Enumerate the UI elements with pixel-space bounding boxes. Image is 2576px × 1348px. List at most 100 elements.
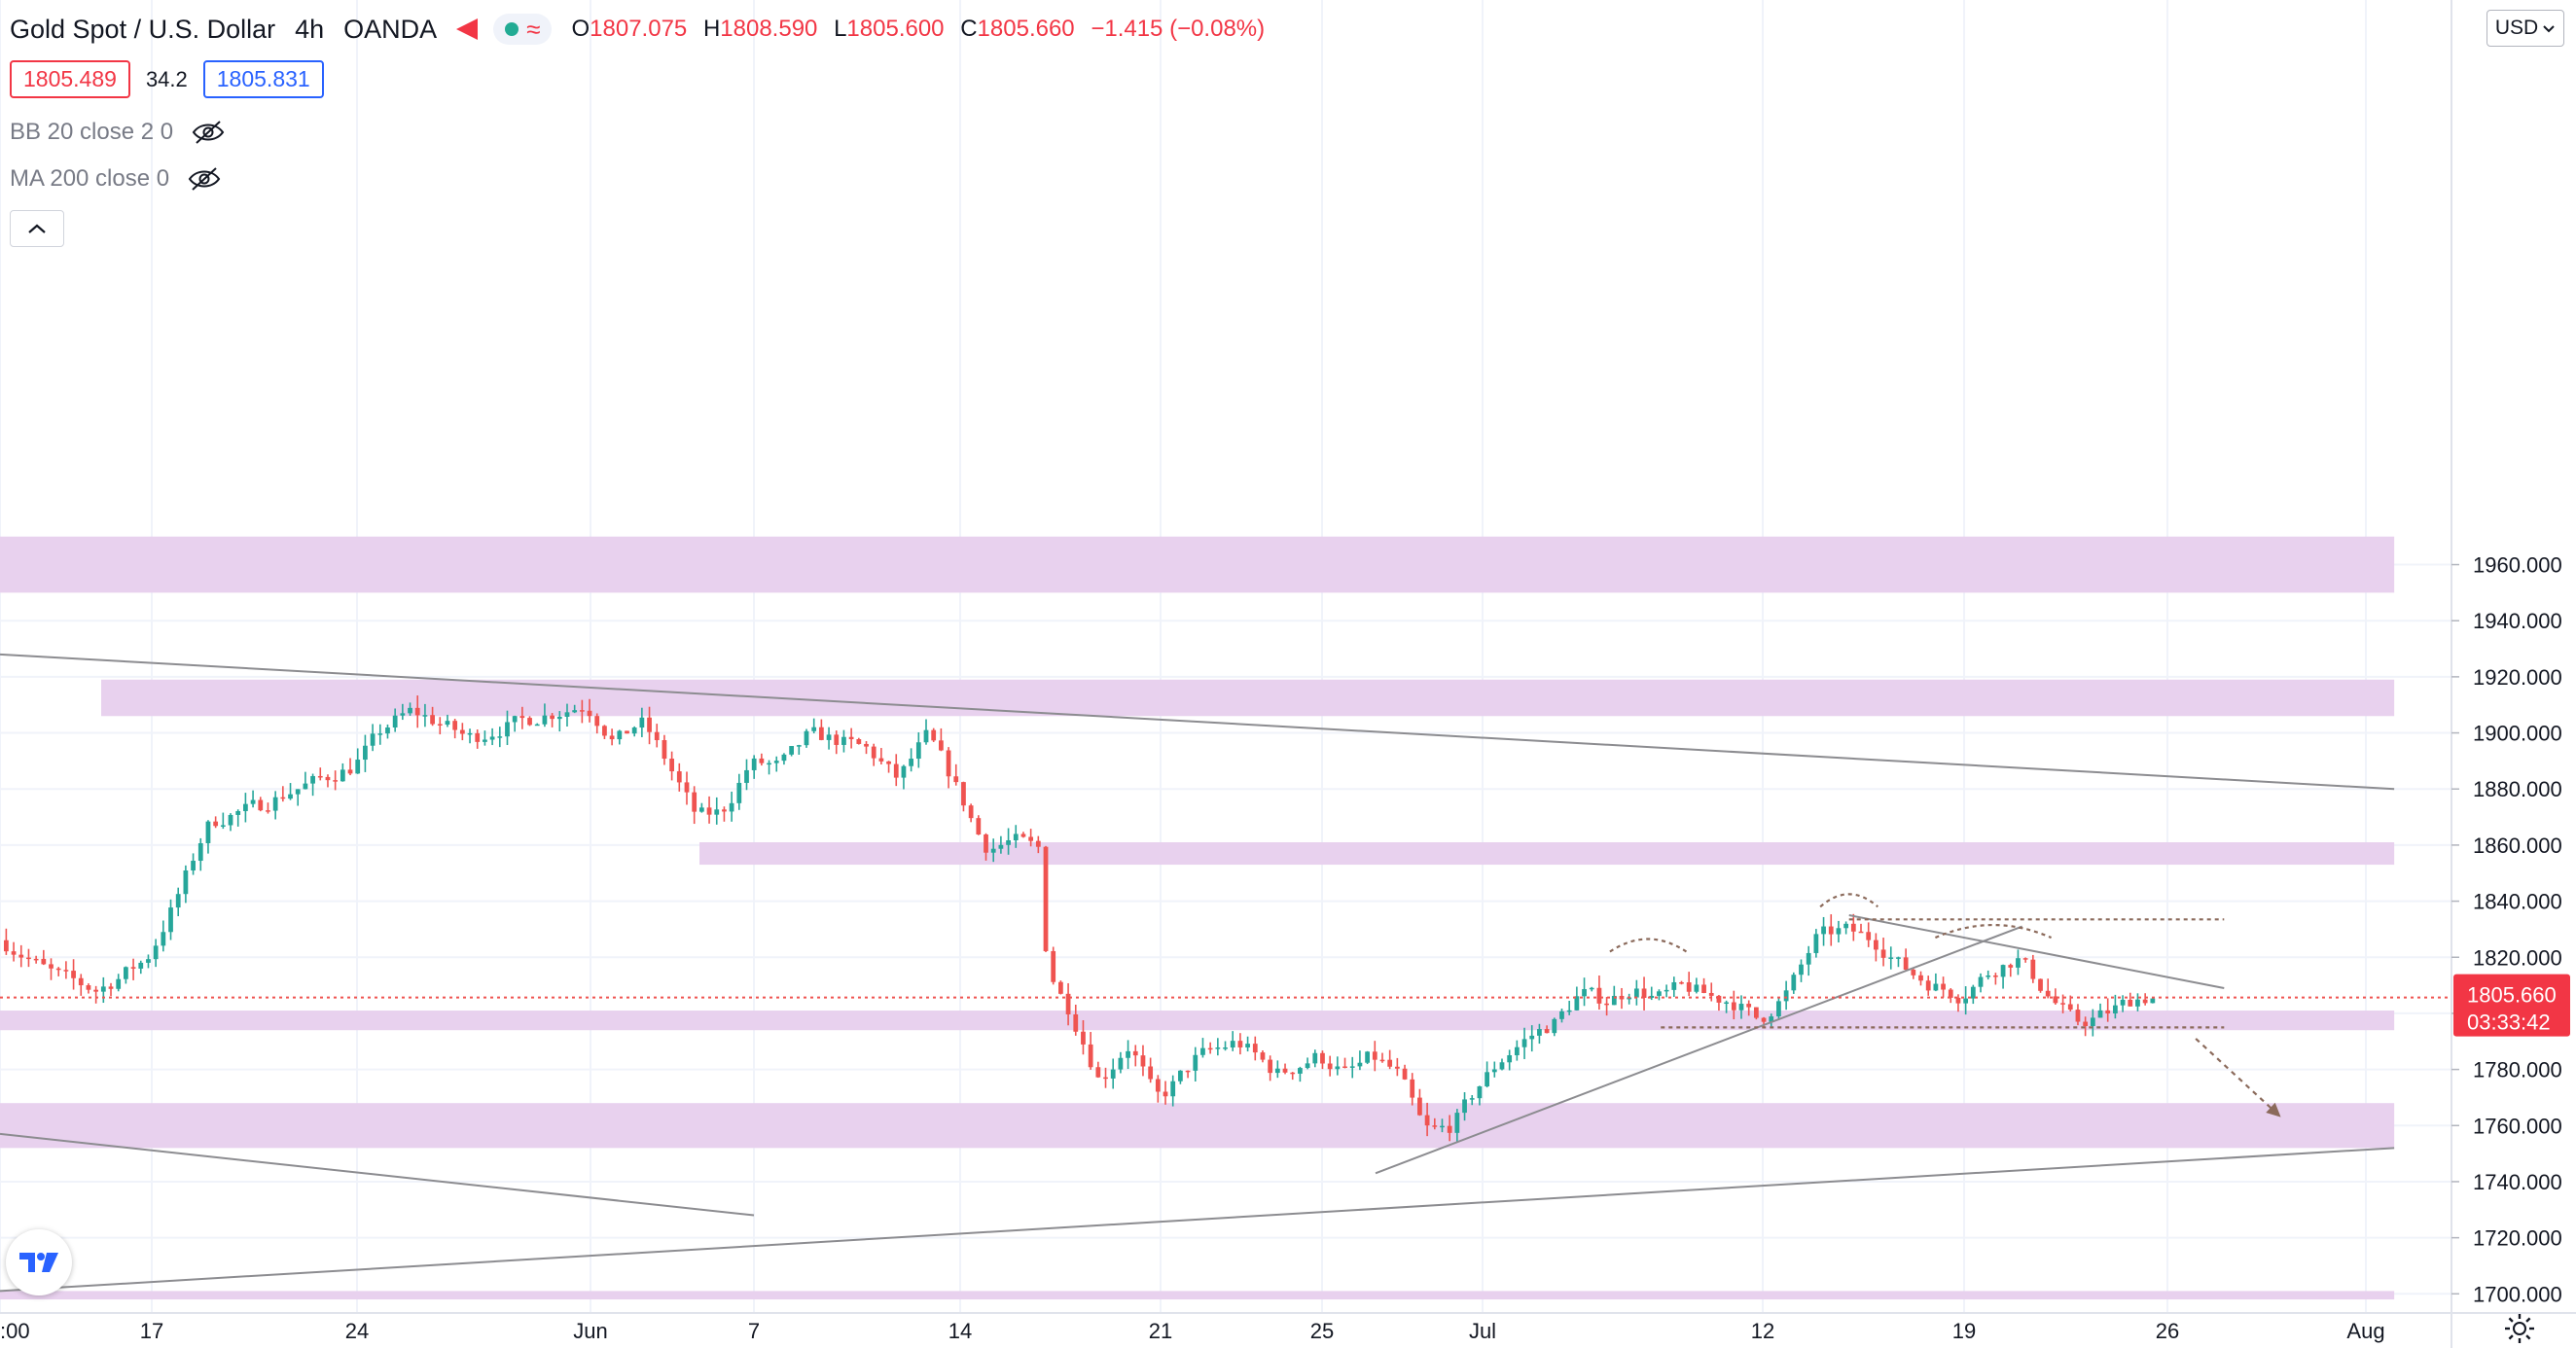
candle-body [1110, 1069, 1116, 1079]
zone-rect [101, 679, 2395, 717]
spread-value: 34.2 [145, 66, 188, 91]
candle-body [1925, 980, 1931, 991]
candle-body [272, 797, 278, 811]
candle-body [662, 740, 667, 760]
candle-body [1260, 1052, 1266, 1060]
indicator-ma[interactable]: MA 200 close 0 [10, 165, 222, 193]
y-tick-label: 1720.000 [2473, 1226, 2562, 1251]
buy-price-button[interactable]: 1805.831 [202, 60, 324, 98]
candle-body [370, 733, 376, 746]
candle-body [722, 809, 727, 812]
candle-body [497, 736, 503, 738]
candle-body [392, 715, 398, 727]
candle-body [654, 731, 660, 741]
sell-price-button[interactable]: 1805.489 [10, 60, 130, 98]
candle-body [266, 810, 270, 812]
candle-body [197, 842, 203, 862]
candle-body [288, 794, 293, 799]
symbol-name[interactable]: Gold Spot / U.S. Dollar [10, 14, 276, 44]
candle-body [781, 754, 787, 762]
candle-body [116, 978, 122, 989]
candle-body [1103, 1077, 1108, 1080]
flag-icon[interactable] [456, 18, 479, 40]
change-value: −1.415 (−0.08%) [1091, 16, 1266, 42]
y-tick-label: 1840.000 [2473, 890, 2562, 914]
candle-body [1611, 995, 1617, 1006]
eye-off-icon[interactable] [187, 166, 222, 192]
candle-body [676, 771, 682, 783]
candle-body [1933, 983, 1939, 991]
candle-body [1081, 1031, 1086, 1045]
chart-settings-button[interactable] [2500, 1309, 2539, 1348]
support-resistance-zones [0, 536, 2395, 1300]
candle-body [63, 970, 69, 972]
currency-button[interactable]: USD [2487, 10, 2564, 47]
candle-body [1649, 995, 1655, 999]
candle-body [1148, 1066, 1154, 1080]
candle-body [773, 761, 779, 763]
candle-body [1821, 926, 1826, 935]
candle-body [1986, 975, 1991, 977]
price-axis-bg [2451, 0, 2576, 1348]
candle-body [1888, 957, 1894, 959]
candle-body [579, 710, 585, 712]
candle-body [41, 958, 47, 965]
candle-body [467, 732, 473, 735]
candle-body [1671, 981, 1677, 990]
candle-body [1185, 1070, 1191, 1073]
candle-body [1095, 1067, 1101, 1078]
trendline [1375, 925, 2023, 1175]
candle-body [1761, 1017, 1767, 1022]
candle-body [71, 971, 76, 978]
candle-body [295, 789, 301, 795]
candle-body [489, 736, 495, 740]
eye-off-icon[interactable] [191, 120, 226, 145]
candle-body [1963, 998, 1969, 1004]
candle-body [100, 986, 106, 992]
market-status[interactable]: ≈ [493, 14, 553, 45]
wave-icon: ≈ [526, 15, 541, 44]
candle-body [512, 716, 518, 723]
projection-arrowhead [2266, 1102, 2281, 1117]
candle-body [1485, 1072, 1489, 1086]
candle-body [1477, 1085, 1483, 1099]
candle-body [1776, 1001, 1781, 1017]
open-value: 1807.075 [590, 16, 688, 42]
candle-body [692, 792, 698, 812]
candle-body [856, 739, 862, 744]
candle-body [751, 758, 757, 770]
candle-body [1589, 987, 1594, 990]
indicator-bb[interactable]: BB 20 close 2 0 [10, 119, 226, 146]
candles [4, 695, 2156, 1143]
candle-body [1873, 940, 1878, 950]
collapse-legend-button[interactable] [10, 210, 64, 247]
tradingview-logo[interactable] [6, 1229, 72, 1295]
symbol-legend[interactable]: Gold Spot / U.S. Dollar 4h OANDA ≈ O1807… [10, 10, 1265, 49]
candle-body [183, 869, 189, 895]
candle-body [33, 958, 39, 961]
time-axis[interactable]: :00 17 24 Jun 7 14 21 25 Jul 12 19 26 Aug [0, 1312, 2576, 1343]
price-axis[interactable]: 1960.000 1940.000 1920.000 1900.000 1880.000… [2451, 0, 2576, 1348]
candle-body [2008, 965, 2014, 968]
candle-body [631, 727, 637, 734]
candle-body [1836, 928, 1842, 935]
candle-body [542, 715, 548, 725]
y-tick-label: 1920.000 [2473, 665, 2562, 690]
candle-body [1349, 1066, 1355, 1068]
candle-body [1633, 988, 1639, 998]
candle-body [1469, 1098, 1475, 1100]
candle-body [1993, 975, 1998, 977]
candle-body [168, 907, 173, 933]
candle-body [2060, 1003, 2065, 1005]
candle-body [1088, 1044, 1093, 1068]
candle-body [2135, 999, 2140, 1007]
candle-body [1694, 984, 1699, 992]
interval-label[interactable]: 4h [295, 14, 325, 44]
candle-body [669, 759, 674, 772]
candle-body [1274, 1068, 1280, 1074]
candle-body [1440, 1125, 1445, 1128]
candle-body [1312, 1052, 1318, 1064]
candle-body [2128, 999, 2133, 1007]
candle-body [175, 894, 181, 908]
